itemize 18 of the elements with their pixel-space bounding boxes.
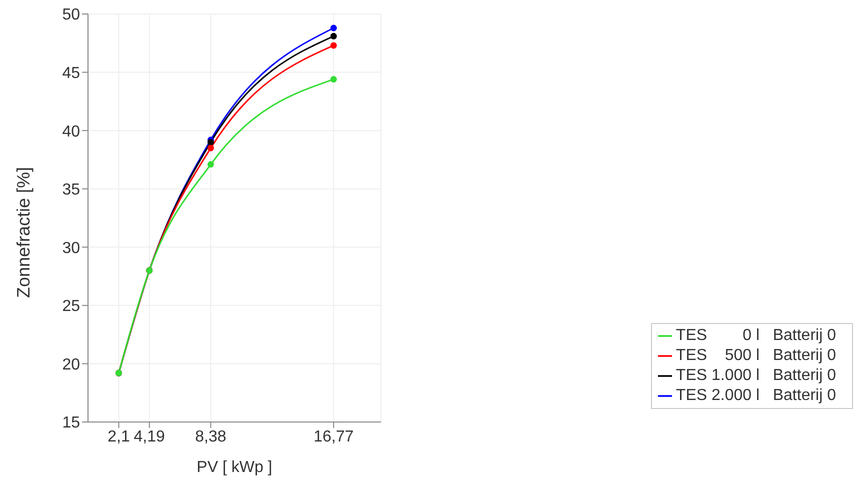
y-tick-label: 30 <box>62 240 80 257</box>
legend-label: TES 0 l Batterij 0 <box>676 327 836 344</box>
x-tick-label: 16,77 <box>314 428 354 446</box>
y-tick-label: 20 <box>62 356 80 374</box>
legend-label: TES 500 l Batterij 0 <box>676 347 836 364</box>
x-tick-label: 8,38 <box>195 428 226 446</box>
y-axis-title: Zonnefractie [%] <box>13 166 34 298</box>
y-tick-label: 50 <box>62 6 80 24</box>
x-tick-label: 4,19 <box>134 428 166 446</box>
y-tick-label: 45 <box>62 64 80 82</box>
legend-label: TES 2.000 l Batterij 0 <box>676 387 836 404</box>
y-tick-label: 15 <box>62 414 80 432</box>
y-tick-label: 25 <box>62 298 80 316</box>
y-tick-label: 40 <box>62 123 80 140</box>
y-tick-label: 35 <box>62 182 80 199</box>
x-axis-title: PV [ kWp ] <box>196 459 272 476</box>
x-tick-label: 2,1 <box>108 428 130 446</box>
legend-label: TES 1.000 l Batterij 0 <box>676 367 836 384</box>
